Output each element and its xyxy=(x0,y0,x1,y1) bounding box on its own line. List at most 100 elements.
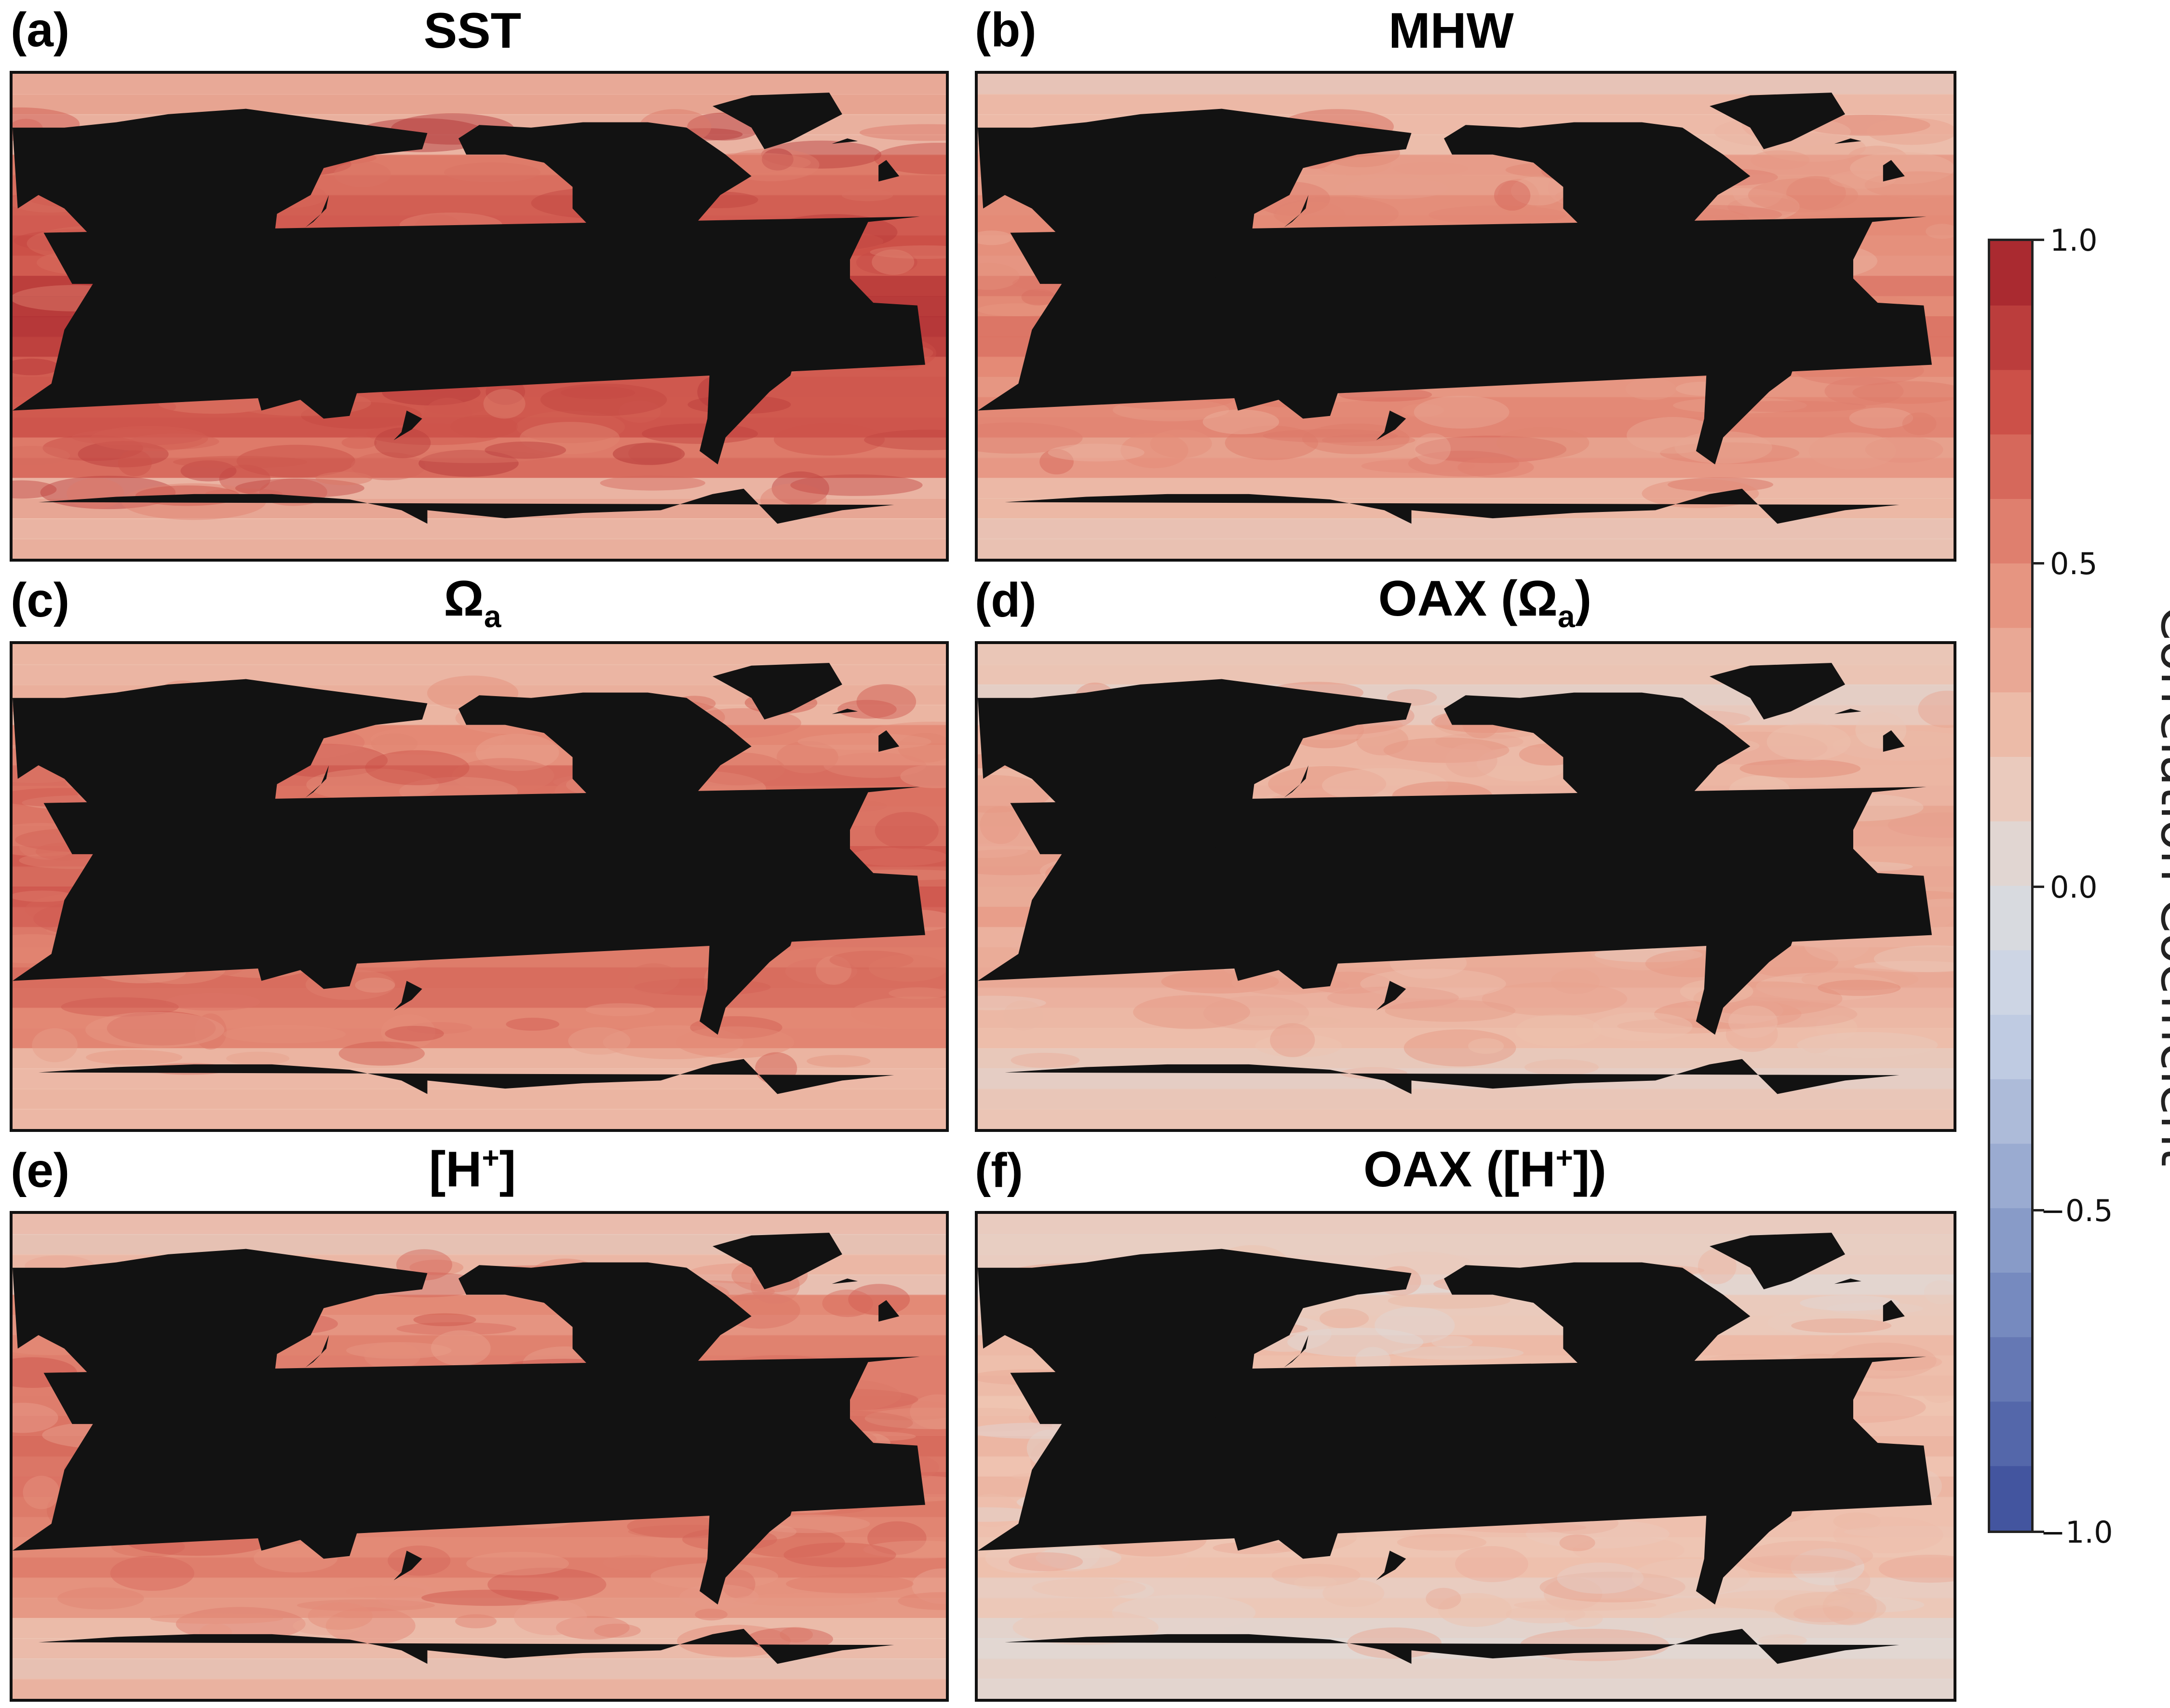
ocean-patch xyxy=(1918,690,1954,728)
ocean-band xyxy=(978,1008,1954,1029)
ocean-patch xyxy=(1873,945,1954,972)
land-mass xyxy=(1680,1424,1805,1605)
ocean-patch xyxy=(516,411,625,444)
ocean-patch xyxy=(23,1476,60,1509)
ocean-patch xyxy=(1804,114,1930,136)
land-mass xyxy=(137,235,241,311)
ocean-band xyxy=(978,538,1954,559)
colorbar-tick-mark xyxy=(2034,1531,2044,1533)
ocean-patch xyxy=(1800,1295,1900,1311)
ocean-patch xyxy=(823,753,927,778)
ocean-patch xyxy=(1361,459,1475,473)
ocean-patch xyxy=(1112,399,1229,421)
panel-title-d-subscript: a xyxy=(1558,599,1575,634)
ocean-band xyxy=(978,1577,1954,1599)
ocean-band xyxy=(13,1679,946,1699)
ocean-patch xyxy=(556,1615,630,1640)
land-mass xyxy=(1834,1278,1861,1284)
ocean-patch xyxy=(978,995,1046,1010)
land-mass xyxy=(684,854,804,1035)
ocean-patch xyxy=(897,733,946,763)
ocean-patch xyxy=(1457,457,1534,478)
ocean-patch xyxy=(1021,288,1055,306)
ocean-patch xyxy=(603,1025,743,1060)
ocean-patch xyxy=(797,733,931,750)
ocean-patch xyxy=(452,758,554,793)
ocean-patch xyxy=(334,161,391,188)
land-mass xyxy=(1040,1491,1059,1524)
ocean-patch xyxy=(849,847,946,866)
colorbar-level xyxy=(1990,563,2031,629)
panel-title-f-superscript: + xyxy=(1555,1142,1573,1175)
land-mass xyxy=(832,709,858,714)
panel-title-d-text: OAX (Ω xyxy=(1378,571,1558,627)
ocean-patch xyxy=(175,1607,306,1641)
ocean-patch xyxy=(1287,1327,1424,1357)
ocean-patch xyxy=(1732,174,1784,208)
land-mass xyxy=(243,867,270,898)
land-mass xyxy=(713,1233,842,1290)
land-mass xyxy=(1883,1300,1905,1322)
map-panel-a xyxy=(10,71,949,562)
ocean-patch xyxy=(180,460,237,482)
land-mass xyxy=(458,1262,752,1435)
ocean-patch xyxy=(13,890,74,902)
ocean-patch xyxy=(776,741,838,774)
ocean-patch xyxy=(1525,1519,1670,1549)
ocean-patch xyxy=(1322,434,1415,446)
ocean-patch xyxy=(85,1011,225,1048)
ocean-patch xyxy=(1796,1017,1837,1053)
land-mass xyxy=(51,806,111,854)
colorbar-tick-label: −1.0 xyxy=(2040,1515,2113,1550)
land-mass xyxy=(832,1278,858,1284)
ocean-band xyxy=(13,1089,946,1110)
ocean-patch xyxy=(1213,1542,1295,1554)
ocean-patch xyxy=(361,740,489,755)
ocean-patch xyxy=(1849,407,1914,429)
ocean-patch xyxy=(61,997,179,1017)
ocean-band xyxy=(13,437,946,459)
land-mass xyxy=(233,902,259,911)
panel-title-e-close: ] xyxy=(499,1142,516,1197)
ocean-patch xyxy=(1112,1594,1256,1631)
land-mass xyxy=(1040,921,1059,954)
ocean-patch xyxy=(1435,733,1523,750)
land-mass xyxy=(1279,319,1330,343)
ocean-patch xyxy=(628,441,682,466)
ocean-patch xyxy=(341,436,377,449)
ocean-patch xyxy=(612,443,685,465)
ocean-patch xyxy=(1322,768,1449,803)
ocean-patch xyxy=(1878,1555,1954,1583)
colorbar-tick-mark xyxy=(2034,886,2044,888)
land-mass xyxy=(1107,1375,1216,1451)
ocean-patch xyxy=(600,475,705,491)
ocean-patch xyxy=(910,1394,946,1430)
land-mass xyxy=(1208,902,1236,911)
ocean-band xyxy=(978,1598,1954,1619)
ocean-patch xyxy=(1270,1023,1315,1057)
ocean-patch xyxy=(1592,1012,1693,1041)
colorbar-level xyxy=(1990,1466,2031,1531)
colorbar-level xyxy=(1990,1273,2031,1338)
ocean-patch xyxy=(1728,1006,1778,1038)
ocean-patch xyxy=(1744,1540,1873,1571)
ocean-band xyxy=(13,1028,946,1049)
land-mass xyxy=(233,332,259,341)
ocean-patch xyxy=(1708,1590,1851,1610)
ocean-patch xyxy=(1109,1546,1189,1577)
ocean-patch xyxy=(1356,725,1409,755)
panel-title-f-text: OAX ([H xyxy=(1363,1142,1556,1197)
ocean-patch xyxy=(1756,972,1898,1001)
ocean-patch xyxy=(1539,1572,1685,1602)
ocean-patch xyxy=(1543,1577,1603,1610)
ocean-patch xyxy=(1515,1014,1602,1047)
land-mass xyxy=(256,346,358,419)
ocean-patch xyxy=(1625,377,1677,400)
land-mass xyxy=(13,1249,428,1449)
ocean-patch xyxy=(1009,1552,1083,1572)
ocean-patch xyxy=(366,423,501,445)
land-mass xyxy=(832,138,858,144)
land-mass xyxy=(1444,692,1751,865)
ocean-patch xyxy=(1750,150,1810,170)
panel-title-f-close: ]) xyxy=(1573,1142,1607,1197)
